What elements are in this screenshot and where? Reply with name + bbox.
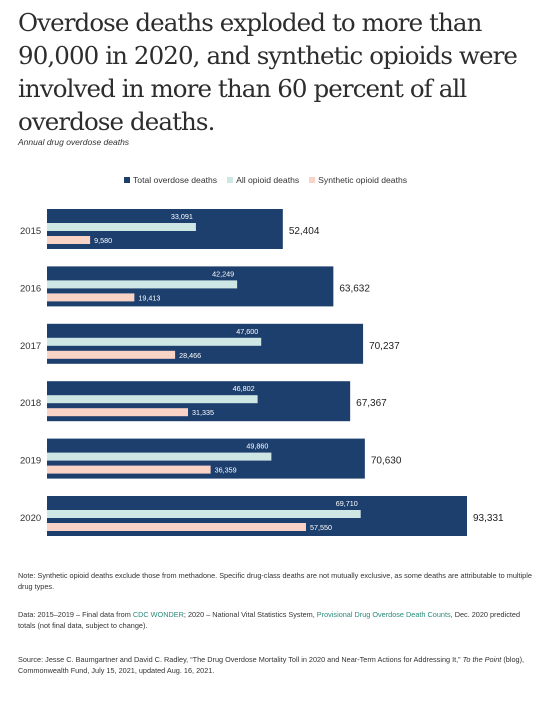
data-suffix: , Dec. 2020 predicted totals (not final … <box>18 610 521 630</box>
bar-opioid-2020 <box>47 510 361 518</box>
label-total-2016: 63,632 <box>339 283 370 294</box>
label-opioid-2016: 42,249 <box>212 269 234 278</box>
label-synthetic-2017: 28,466 <box>179 351 201 360</box>
legend-swatch-total <box>124 177 130 183</box>
data-note: Data: 2015–2019 – Final data from CDC WO… <box>18 609 538 631</box>
year-label-2017: 2017 <box>20 341 41 352</box>
label-synthetic-2015: 9,580 <box>94 236 112 245</box>
bar-synthetic-2018 <box>47 408 189 417</box>
chart-subtitle: Annual drug overdose deaths <box>18 137 130 147</box>
legend-label-synthetic: Synthetic opioid deaths <box>318 175 408 185</box>
bar-synthetic-2017 <box>47 350 176 359</box>
label-opioid-2018: 46,802 <box>233 384 255 393</box>
legend-label-opioid: All opioid deaths <box>236 175 300 185</box>
bar-opioid-2016 <box>47 280 238 289</box>
label-opioid-2015: 33,091 <box>171 212 193 221</box>
bar-synthetic-2015 <box>47 236 91 244</box>
bar-synthetic-2019 <box>47 465 211 474</box>
cdc-wonder-link[interactable]: CDC WONDER <box>132 610 184 619</box>
legend-swatch-synthetic <box>309 177 316 183</box>
label-synthetic-2020: 57,550 <box>310 523 332 532</box>
legend-label-total: Total overdose deaths <box>133 175 218 185</box>
bar-synthetic-2020 <box>47 523 306 531</box>
legend-swatch-opioid <box>227 177 234 183</box>
label-opioid-2019: 49,860 <box>246 442 268 451</box>
label-synthetic-2019: 36,359 <box>215 466 237 475</box>
bar-opioid-2015 <box>47 223 196 231</box>
label-opioid-2020: 69,710 <box>336 499 358 508</box>
chart-note: Note: Synthetic opioid deaths exclude th… <box>18 571 532 591</box>
year-label-2020: 2020 <box>20 513 41 524</box>
legend-item-synthetic: Synthetic opioid deaths <box>309 175 407 185</box>
source-suffix: (blog), Commonwealth Fund, July 15, 2021… <box>18 655 525 675</box>
bar-synthetic-2016 <box>47 293 135 302</box>
data-mid: ; 2020 – National Vital Statistics Syste… <box>183 610 317 619</box>
label-total-2018: 67,367 <box>356 398 387 409</box>
label-opioid-2017: 47,600 <box>236 327 258 336</box>
label-total-2017: 70,237 <box>369 341 400 352</box>
label-total-2020: 93,331 <box>473 513 504 524</box>
bar-opioid-2018 <box>47 395 258 404</box>
year-label-2016: 2016 <box>20 283 41 294</box>
legend-item-total: Total overdose deaths <box>124 175 217 185</box>
label-synthetic-2016: 19,413 <box>138 293 160 302</box>
bar-opioid-2019 <box>47 452 272 461</box>
chart-legend: Total overdose deaths All opioid deaths … <box>124 175 407 185</box>
label-total-2015: 52,404 <box>289 226 320 237</box>
label-total-2019: 70,630 <box>371 456 402 467</box>
year-label-2015: 2015 <box>20 226 41 237</box>
bar-opioid-2017 <box>47 337 262 346</box>
year-label-2019: 2019 <box>20 456 41 467</box>
data-prefix: Data: 2015–2019 – Final data from <box>18 610 133 619</box>
headline: Overdose deaths exploded to more than 90… <box>18 8 518 136</box>
provisional-counts-link[interactable]: Provisional Drug Overdose Death Counts <box>316 610 451 619</box>
year-label-2018: 2018 <box>20 398 41 409</box>
legend-item-opioid: All opioid deaths <box>227 175 299 185</box>
source-prefix: Source: Jesse C. Baumgartner and David C… <box>18 655 463 664</box>
label-synthetic-2018: 31,335 <box>192 408 214 417</box>
source-blog-title: To the Point <box>462 655 502 664</box>
source-note: Source: Jesse C. Baumgartner and David C… <box>18 654 538 676</box>
bar-chart: 2015 52,404 33,091 9,580 2016 63,632 42,249 19,… <box>20 209 504 536</box>
